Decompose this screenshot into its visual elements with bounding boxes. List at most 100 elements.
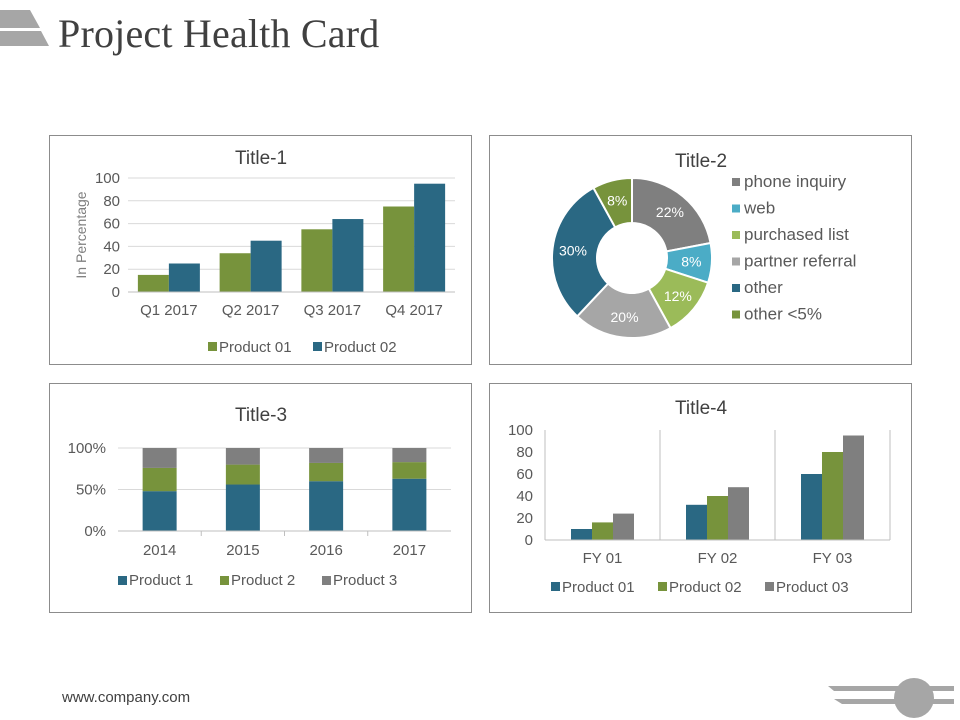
chart-2-legend-swatch bbox=[732, 284, 740, 292]
chart-2-data-label: 8% bbox=[681, 254, 701, 270]
chart-1-y-tick: 80 bbox=[103, 193, 120, 210]
chart-1-bar-1 bbox=[383, 206, 415, 292]
chart-3-y-tick: 100% bbox=[68, 440, 106, 457]
chart-4-legend-label: Product 03 bbox=[776, 579, 849, 596]
chart-4-y-tick: 100 bbox=[508, 422, 533, 439]
chart-3-bar-segment-3 bbox=[309, 448, 344, 463]
chart-3-legend-swatch bbox=[322, 576, 331, 585]
chart-1-y-tick: 40 bbox=[103, 238, 120, 255]
chart-1-legend-swatch bbox=[208, 342, 217, 351]
chart-4-legend-swatch bbox=[765, 582, 774, 591]
chart-4-bar-2 bbox=[707, 496, 728, 540]
chart-1: Title-1 0 20 40 60 80 100 In Percentage Q1 2017 Q… bbox=[73, 148, 455, 356]
footer-decoration-icon bbox=[828, 678, 954, 718]
chart-1-bar-1 bbox=[301, 229, 333, 292]
chart-4-legend-swatch bbox=[658, 582, 667, 591]
chart-1-legend-swatch bbox=[313, 342, 322, 351]
chart-1-y-tick: 60 bbox=[103, 216, 120, 233]
chart-4-y-tick: 40 bbox=[516, 488, 533, 505]
chart-1-bar-2 bbox=[414, 183, 446, 292]
chart-1-x-tick: Q1 2017 bbox=[140, 302, 198, 319]
chart-2-legend-swatch bbox=[732, 231, 740, 239]
chart-3-legend-swatch bbox=[118, 576, 127, 585]
chart-4-bar-3 bbox=[843, 435, 864, 540]
chart-1-bar-2 bbox=[332, 219, 364, 292]
chart-2-legend-label: phone inquiry bbox=[744, 172, 847, 191]
chart-2-slice bbox=[575, 282, 672, 339]
chart-4-bar-2 bbox=[592, 522, 613, 540]
chart-2-data-label: 12% bbox=[664, 288, 692, 304]
chart-4: Title-4 0 20 40 60 80 100 FY 01 FY 02 FY 03 Produc… bbox=[508, 398, 891, 596]
chart-3-bar-segment-2 bbox=[225, 464, 260, 485]
chart-1-legend-label: Product 02 bbox=[324, 339, 397, 356]
chart-4-bar-1 bbox=[571, 529, 592, 540]
chart-3-x-tick: 2016 bbox=[309, 542, 342, 559]
chart-4-bar-1 bbox=[686, 504, 707, 540]
chart-1-y-tick: 0 bbox=[112, 284, 120, 301]
chart-1-bar-2 bbox=[250, 240, 282, 292]
chart-3-legend-swatch bbox=[220, 576, 229, 585]
chart-2-legend-swatch bbox=[732, 178, 740, 186]
chart-1-x-tick: Q3 2017 bbox=[304, 302, 362, 319]
title-bar: Project Health Card bbox=[0, 0, 960, 70]
chart-3-legend-label: Product 3 bbox=[333, 572, 397, 589]
chart-card-2: Title-2 22% 8% 12% 20% 30% 8% phone inquiry web p… bbox=[489, 135, 912, 365]
chart-3: Title-3 0% 50% 100% 2014 2015 2016 2017 Product … bbox=[68, 405, 451, 589]
chart-1-bar-1 bbox=[137, 274, 169, 292]
chart-2-legend-label: partner referral bbox=[744, 252, 856, 271]
chart-2-slice bbox=[631, 176, 712, 253]
chart-4-legend-label: Product 01 bbox=[562, 579, 635, 596]
chart-4-bar-3 bbox=[613, 513, 634, 540]
chart-2-legend-swatch bbox=[732, 310, 740, 319]
chart-card-1: Title-1 0 20 40 60 80 100 In Percentage Q1 2017 Q… bbox=[49, 135, 472, 365]
chart-1-bar-2 bbox=[168, 263, 200, 292]
chart-2-data-label: 8% bbox=[607, 192, 627, 208]
chart-3-bar-segment-2 bbox=[392, 462, 427, 479]
chart-4-y-tick: 0 bbox=[525, 532, 533, 549]
chart-1-legend-label: Product 01 bbox=[219, 339, 292, 356]
chart-4-x-tick: FY 02 bbox=[698, 550, 738, 567]
chart-3-title: Title-3 bbox=[235, 405, 287, 426]
title-decoration-icon bbox=[0, 10, 49, 46]
chart-4-legend-label: Product 02 bbox=[669, 579, 742, 596]
chart-2-legend-label: web bbox=[743, 199, 775, 218]
chart-1-bar-1 bbox=[219, 253, 251, 292]
chart-2-data-label: 22% bbox=[656, 204, 684, 220]
chart-2-data-label: 30% bbox=[559, 243, 587, 259]
chart-2-legend-label: purchased list bbox=[744, 225, 849, 244]
chart-1-x-tick: Q2 2017 bbox=[222, 302, 280, 319]
chart-1-y-tick: 100 bbox=[95, 170, 120, 187]
chart-4-title: Title-4 bbox=[675, 398, 728, 419]
footer-url[interactable]: www.company.com bbox=[62, 689, 191, 706]
chart-2: Title-2 22% 8% 12% 20% 30% 8% phone inquiry web p… bbox=[551, 151, 856, 339]
chart-card-3: Title-3 0% 50% 100% 2014 2015 2016 2017 Product … bbox=[49, 383, 472, 613]
chart-2-slice bbox=[551, 186, 617, 318]
chart-3-x-tick: 2015 bbox=[226, 542, 259, 559]
chart-4-bar-2 bbox=[822, 452, 843, 540]
chart-3-bar-segment-1 bbox=[225, 484, 260, 531]
chart-1-title: Title-1 bbox=[235, 148, 287, 169]
page-title: Project Health Card bbox=[58, 11, 380, 56]
chart-3-x-tick: 2014 bbox=[143, 542, 176, 559]
chart-3-y-tick: 0% bbox=[84, 523, 106, 540]
chart-1-y-tick: 20 bbox=[103, 261, 120, 278]
chart-3-x-tick: 2017 bbox=[393, 542, 426, 559]
chart-3-bar-segment-1 bbox=[309, 481, 344, 531]
chart-3-bar-segment-1 bbox=[142, 491, 177, 531]
chart-4-y-tick: 60 bbox=[516, 466, 533, 483]
chart-3-bar-segment-2 bbox=[309, 462, 344, 482]
chart-1-x-tick: Q4 2017 bbox=[385, 302, 443, 319]
chart-card-4: Title-4 0 20 40 60 80 100 FY 01 FY 02 FY 03 Produc… bbox=[489, 383, 912, 613]
chart-4-y-tick: 20 bbox=[516, 510, 533, 527]
chart-4-bar-1 bbox=[801, 474, 822, 540]
chart-4-y-tick: 80 bbox=[516, 444, 533, 461]
chart-3-legend-label: Product 1 bbox=[129, 572, 193, 589]
chart-1-y-label: In Percentage bbox=[73, 191, 89, 278]
chart-2-data-label: 20% bbox=[611, 309, 639, 325]
chart-2-title: Title-2 bbox=[675, 151, 727, 172]
chart-2-legend-label: other bbox=[744, 278, 783, 297]
chart-4-x-tick: FY 03 bbox=[813, 550, 853, 567]
chart-2-legend-swatch bbox=[732, 204, 740, 213]
chart-4-bar-3 bbox=[728, 487, 749, 540]
chart-2-legend-label: other <5% bbox=[744, 305, 822, 324]
